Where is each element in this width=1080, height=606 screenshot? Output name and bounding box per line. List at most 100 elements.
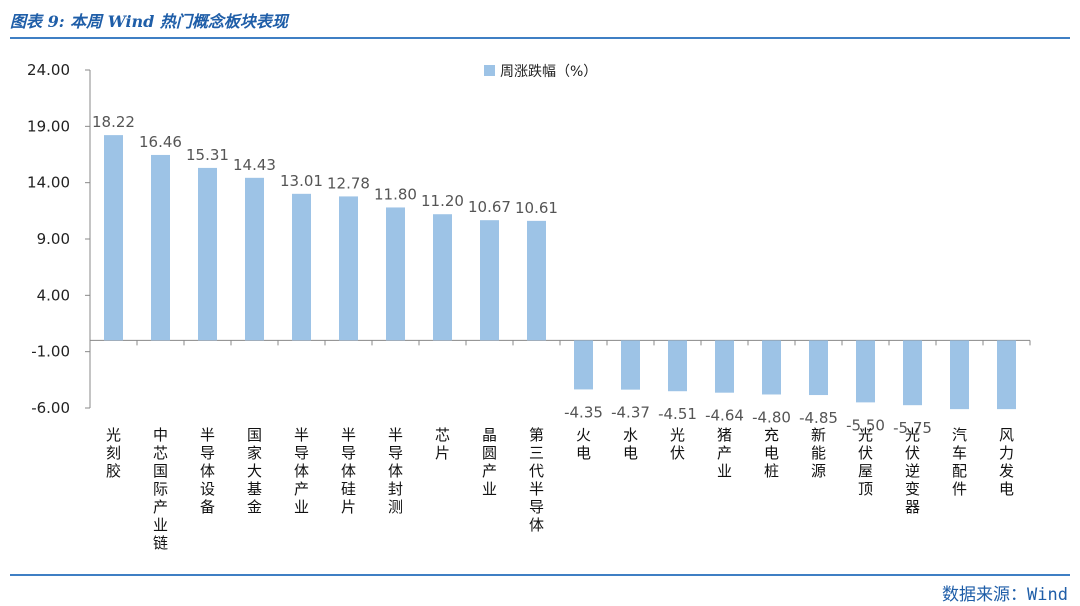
category-label: 充	[764, 426, 779, 444]
data-label: -5.75	[893, 419, 932, 437]
category-label: 力	[999, 444, 1014, 462]
bar	[151, 154, 170, 341]
data-label: -4.51	[658, 405, 697, 423]
category-label: 光	[905, 426, 920, 444]
legend: 周涨跌幅（%）	[484, 64, 597, 80]
bar	[903, 340, 922, 406]
category-label: 晶	[482, 426, 497, 444]
category-label: 硅	[341, 480, 356, 498]
category-label: 代	[529, 462, 544, 480]
legend-label: 周涨跌幅（%）	[500, 64, 597, 80]
category-label: 大	[247, 462, 262, 480]
category-label: 产	[294, 480, 309, 498]
category-label: 封	[388, 480, 403, 498]
data-label: 12.78	[327, 174, 370, 192]
bar	[339, 196, 358, 341]
category-label: 电	[576, 444, 591, 462]
y-tick-label: 9.00	[37, 230, 70, 248]
chart-caption: 图表 9: 本周 Wind 热门概念板块表现	[10, 12, 288, 31]
top-rule	[10, 37, 1070, 39]
category-label: 发	[999, 462, 1014, 480]
y-tick-label: -1.00	[31, 343, 70, 361]
category-label: 际	[153, 480, 168, 498]
data-label: 18.22	[92, 113, 135, 131]
category-label: 电	[623, 444, 638, 462]
category-label: 光	[670, 426, 685, 444]
data-label: -5.50	[846, 416, 885, 434]
category-label: 国	[153, 462, 168, 480]
data-label: 10.61	[515, 199, 558, 217]
category-label: 导	[341, 444, 356, 462]
category-label: 逆	[905, 462, 920, 480]
category-label: 体	[388, 462, 403, 480]
category-label: 半	[388, 426, 403, 444]
data-label: 10.67	[468, 198, 511, 216]
category-label: 芯	[153, 444, 168, 462]
data-label: 14.43	[233, 156, 276, 174]
category-label: 导	[294, 444, 309, 462]
data-label: -4.35	[564, 403, 603, 421]
category-label: 新	[811, 426, 826, 444]
bar	[433, 214, 452, 341]
y-tick-label: -6.00	[31, 399, 70, 417]
category-label: 业	[153, 516, 168, 534]
category-label: 体	[529, 516, 544, 534]
category-label: 体	[294, 462, 309, 480]
category-label: 半	[341, 426, 356, 444]
bar	[104, 135, 123, 341]
category-label: 产	[717, 444, 732, 462]
bars	[104, 135, 1016, 410]
category-label: 半	[200, 426, 215, 444]
y-tick-label: 4.00	[37, 286, 70, 304]
bar	[386, 207, 405, 341]
y-tick-label: 24.00	[27, 61, 70, 79]
category-label: 圆	[482, 444, 497, 462]
category-label: 伏	[858, 444, 873, 462]
category-label: 设	[200, 480, 215, 498]
bar	[997, 340, 1016, 410]
category-labels: 光刻胶中芯国际产业链半导体设备国家大基金半导体产业半导体硅片半导体封测芯片晶圆产…	[106, 426, 1014, 552]
data-label: 11.20	[421, 192, 464, 210]
category-label: 源	[811, 462, 826, 480]
category-label: 电	[764, 444, 779, 462]
data-label: 15.31	[186, 146, 229, 164]
category-label: 第	[529, 426, 544, 444]
category-label: 芯	[435, 426, 450, 444]
category-label: 电	[999, 480, 1014, 498]
data-label: -4.80	[752, 408, 791, 426]
legend-swatch	[484, 65, 495, 76]
category-label: 桩	[764, 462, 779, 480]
category-label: 导	[529, 498, 544, 516]
category-label: 产	[153, 498, 168, 516]
category-label: 业	[717, 462, 732, 480]
category-label: 配	[952, 462, 967, 480]
bar	[668, 340, 687, 392]
category-label: 片	[435, 444, 450, 462]
category-label: 能	[811, 444, 826, 462]
category-label: 半	[294, 426, 309, 444]
bar	[809, 340, 828, 396]
bar	[856, 340, 875, 403]
bar	[950, 340, 969, 410]
category-label: 导	[200, 444, 215, 462]
category-label: 器	[905, 498, 920, 516]
category-label: 变	[905, 480, 920, 498]
data-label: -4.85	[799, 409, 838, 427]
source-note: 数据来源：Wind	[942, 585, 1068, 605]
category-label: 导	[388, 444, 403, 462]
category-label: 业	[294, 498, 309, 516]
bar	[292, 193, 311, 341]
data-label: 13.01	[280, 172, 323, 190]
category-label: 顶	[858, 480, 873, 498]
category-label: 备	[200, 498, 215, 516]
category-label: 三	[529, 444, 544, 462]
data-label: 16.46	[139, 133, 182, 151]
category-label: 屋	[858, 462, 873, 480]
y-tick-label: 14.00	[27, 174, 70, 192]
category-label: 体	[200, 462, 215, 480]
category-label: 汽	[952, 426, 967, 444]
bar	[527, 220, 546, 341]
data-label: -4.64	[705, 407, 744, 425]
category-label: 水	[623, 426, 638, 444]
